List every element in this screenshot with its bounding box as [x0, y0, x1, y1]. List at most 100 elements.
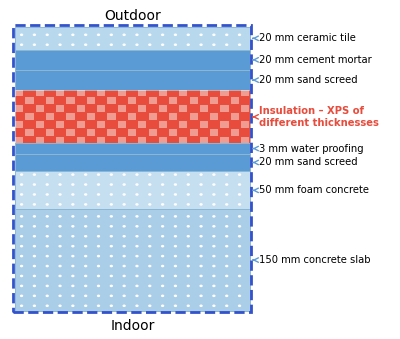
- Circle shape: [33, 304, 36, 307]
- Bar: [15, 105, 23, 112]
- Circle shape: [148, 245, 152, 247]
- Circle shape: [58, 235, 62, 238]
- Bar: [77, 105, 85, 112]
- Circle shape: [20, 265, 23, 267]
- Circle shape: [212, 295, 216, 297]
- Circle shape: [212, 43, 216, 46]
- Circle shape: [20, 193, 23, 196]
- Circle shape: [84, 183, 87, 186]
- Circle shape: [71, 245, 74, 247]
- Circle shape: [84, 34, 87, 36]
- Circle shape: [58, 265, 62, 267]
- Circle shape: [161, 225, 164, 227]
- Circle shape: [33, 275, 36, 277]
- Bar: [15, 210, 250, 311]
- Circle shape: [225, 275, 228, 277]
- Circle shape: [161, 304, 164, 307]
- Circle shape: [84, 285, 87, 287]
- Circle shape: [58, 34, 62, 36]
- Circle shape: [148, 295, 152, 297]
- Circle shape: [161, 215, 164, 218]
- Circle shape: [238, 34, 241, 36]
- Circle shape: [135, 193, 139, 196]
- Circle shape: [110, 285, 113, 287]
- Bar: [138, 105, 146, 112]
- Circle shape: [212, 215, 216, 218]
- Circle shape: [33, 235, 36, 238]
- Bar: [15, 143, 250, 154]
- Bar: [190, 97, 198, 104]
- Circle shape: [33, 245, 36, 247]
- Bar: [26, 97, 34, 104]
- Circle shape: [71, 43, 74, 46]
- Circle shape: [186, 304, 190, 307]
- Text: 20 mm sand screed: 20 mm sand screed: [253, 75, 357, 85]
- Circle shape: [174, 295, 177, 297]
- Circle shape: [71, 203, 74, 206]
- Bar: [148, 113, 157, 120]
- Text: 20 mm cement mortar: 20 mm cement mortar: [253, 55, 372, 65]
- Circle shape: [97, 285, 100, 287]
- Circle shape: [212, 235, 216, 238]
- Circle shape: [71, 295, 74, 297]
- Bar: [87, 129, 95, 136]
- Circle shape: [174, 225, 177, 227]
- Circle shape: [58, 295, 62, 297]
- Bar: [200, 121, 208, 127]
- Bar: [56, 105, 64, 112]
- Circle shape: [200, 304, 203, 307]
- Circle shape: [46, 43, 49, 46]
- Circle shape: [71, 235, 74, 238]
- Circle shape: [84, 225, 87, 227]
- Circle shape: [212, 193, 216, 196]
- Circle shape: [84, 173, 87, 176]
- Circle shape: [122, 34, 126, 36]
- Bar: [200, 137, 208, 143]
- Bar: [220, 121, 228, 127]
- Circle shape: [33, 255, 36, 257]
- Bar: [97, 105, 106, 112]
- Bar: [56, 137, 64, 143]
- Circle shape: [135, 34, 139, 36]
- Circle shape: [97, 265, 100, 267]
- Circle shape: [174, 265, 177, 267]
- Bar: [15, 90, 250, 143]
- Circle shape: [148, 183, 152, 186]
- Circle shape: [110, 304, 113, 307]
- Circle shape: [46, 235, 49, 238]
- Bar: [241, 105, 249, 112]
- Circle shape: [161, 34, 164, 36]
- Circle shape: [110, 43, 113, 46]
- Circle shape: [225, 183, 228, 186]
- Circle shape: [225, 255, 228, 257]
- Circle shape: [135, 255, 139, 257]
- Circle shape: [110, 34, 113, 36]
- Circle shape: [20, 183, 23, 186]
- Circle shape: [200, 173, 203, 176]
- Circle shape: [200, 255, 203, 257]
- Circle shape: [174, 245, 177, 247]
- Circle shape: [238, 235, 241, 238]
- Circle shape: [20, 295, 23, 297]
- Bar: [148, 129, 157, 136]
- Bar: [13, 25, 252, 312]
- Bar: [46, 113, 54, 120]
- Circle shape: [46, 193, 49, 196]
- Circle shape: [97, 235, 100, 238]
- Circle shape: [122, 275, 126, 277]
- Circle shape: [148, 285, 152, 287]
- Bar: [200, 105, 208, 112]
- Circle shape: [174, 34, 177, 36]
- Circle shape: [33, 183, 36, 186]
- Circle shape: [122, 225, 126, 227]
- Circle shape: [71, 265, 74, 267]
- Circle shape: [97, 43, 100, 46]
- Circle shape: [110, 215, 113, 218]
- Bar: [241, 121, 249, 127]
- Circle shape: [225, 203, 228, 206]
- Circle shape: [84, 203, 87, 206]
- Circle shape: [148, 235, 152, 238]
- Bar: [97, 121, 106, 127]
- Circle shape: [46, 304, 49, 307]
- Bar: [200, 90, 208, 96]
